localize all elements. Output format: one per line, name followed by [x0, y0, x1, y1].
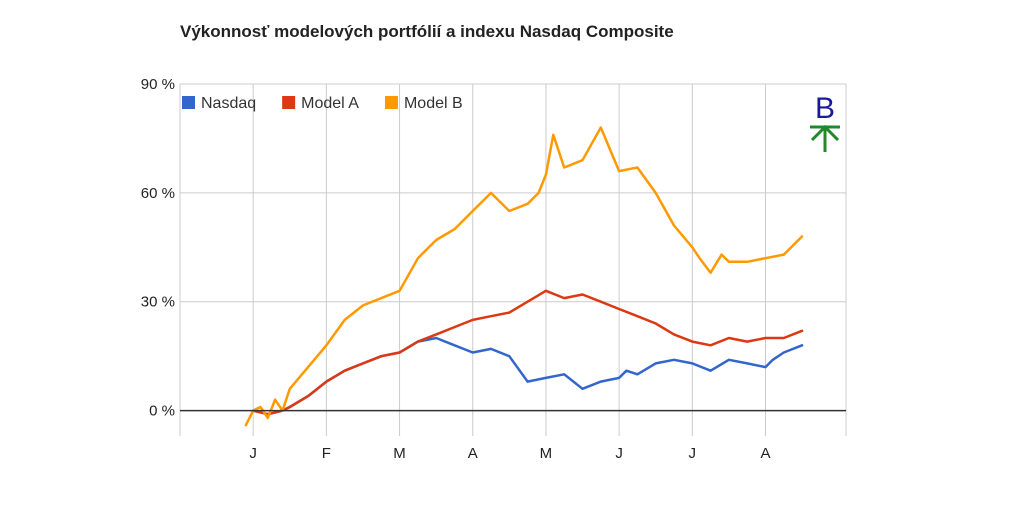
- legend-label: Nasdaq: [201, 95, 256, 112]
- chart-title: Výkonnosť modelových portfólií a indexu …: [180, 22, 674, 41]
- legend-label: Model B: [404, 95, 463, 112]
- x-tick-label: F: [322, 445, 331, 462]
- brand-logo: B: [810, 92, 840, 152]
- logo-letter: B: [815, 92, 835, 125]
- axes: 0 % 30 % 60 % 90 % J F M A M J J A: [141, 76, 846, 462]
- x-tick-label: A: [760, 445, 770, 462]
- legend-label: Model A: [301, 95, 359, 112]
- x-tick-label: J: [249, 445, 257, 462]
- legend-swatch: [282, 96, 296, 109]
- series-layer: [244, 126, 804, 427]
- y-tick-label: 30 %: [141, 294, 175, 311]
- grid: [179, 83, 847, 436]
- x-tick-label: M: [393, 445, 406, 462]
- y-tick-label: 60 %: [141, 185, 175, 202]
- y-tick-label: 0 %: [149, 403, 175, 420]
- series-line: [251, 289, 804, 416]
- legend: Nasdaq Model A Model B: [182, 95, 463, 112]
- x-tick-label: J: [615, 445, 623, 462]
- x-tick-label: M: [540, 445, 553, 462]
- series-line: [244, 126, 804, 427]
- x-tick-label: J: [689, 445, 697, 462]
- legend-swatch: [182, 96, 195, 109]
- y-tick-label: 90 %: [141, 76, 175, 93]
- x-tick-label: A: [468, 445, 478, 462]
- legend-swatch: [384, 96, 398, 109]
- up-arrow-icon: [810, 124, 840, 152]
